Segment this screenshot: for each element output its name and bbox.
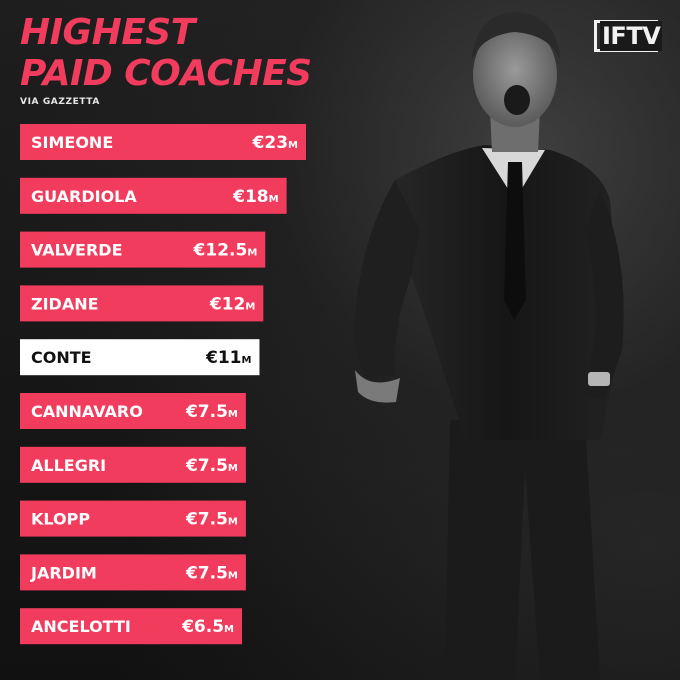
bar-label-valverde: VALVERDE	[31, 241, 123, 260]
bar-jardim	[20, 554, 246, 591]
value-label-simeone: €23M	[252, 133, 299, 153]
bar-guardiola	[20, 177, 287, 214]
bar-row-simeone: SIMEONE €23M	[20, 124, 306, 160]
title-line-2: PAID COACHES	[20, 53, 312, 94]
value-label-valverde: €12.5M	[193, 241, 258, 261]
bar-row-valverde: VALVERDE €12.5M	[20, 231, 266, 268]
bar-label-guardiola: GUARDIOLA	[31, 187, 137, 206]
value-label-jardim: €7.5M	[185, 563, 238, 583]
iftv-logo: IFTV	[594, 18, 666, 56]
bar-row-klopp: KLOPP €7.5M	[20, 500, 246, 537]
bar-ancelotti	[20, 608, 242, 645]
bar-label-zidane: ZIDANE	[31, 294, 99, 313]
bar-row-allegri: ALLEGRI €7.5M	[20, 446, 246, 483]
value-label-allegri: €7.5M	[185, 456, 238, 476]
logo-text: IFTV	[600, 21, 663, 51]
bar-allegri	[20, 446, 246, 483]
bar-row-jardim: JARDIM €7.5M	[20, 554, 246, 591]
value-label-guardiola: €18M	[232, 187, 279, 207]
chart-title: HIGHEST PAID COACHES	[20, 12, 312, 94]
bar-cannavaro	[20, 393, 246, 429]
bar-label-simeone: SIMEONE	[31, 133, 113, 152]
bar-row-zidane: ZIDANE €12M	[20, 285, 264, 322]
bar-label-allegri: ALLEGRI	[31, 456, 106, 475]
bar-valverde	[20, 231, 266, 268]
value-label-klopp: €7.5M	[185, 510, 238, 530]
title-line-1: HIGHEST	[20, 12, 195, 53]
bar-label-ancelotti: ANCELOTTI	[31, 617, 131, 636]
bar-conte	[20, 339, 260, 376]
coach-photo	[354, 12, 624, 680]
value-label-conte: €11M	[205, 348, 251, 368]
value-label-ancelotti: €6.5M	[181, 617, 234, 637]
value-label-cannavaro: €7.5M	[185, 402, 238, 422]
bar-row-guardiola: GUARDIOLA €18M	[20, 177, 287, 214]
bar-row-ancelotti: ANCELOTTI €6.5M	[20, 608, 242, 645]
bar-label-klopp: KLOPP	[31, 510, 90, 529]
bar-label-jardim: JARDIM	[30, 563, 97, 582]
bar-simeone	[20, 124, 306, 160]
bar-row-conte: CONTE €11M	[20, 339, 260, 376]
value-label-zidane: €12M	[209, 294, 255, 314]
bar-zidane	[20, 285, 264, 322]
bar-klopp	[20, 500, 246, 537]
bar-label-cannavaro: CANNAVARO	[31, 402, 143, 421]
bar-row-cannavaro: CANNAVARO €7.5M	[20, 393, 246, 429]
source-note: VIA GAZZETTA	[20, 97, 100, 107]
bar-label-conte: CONTE	[31, 348, 92, 367]
